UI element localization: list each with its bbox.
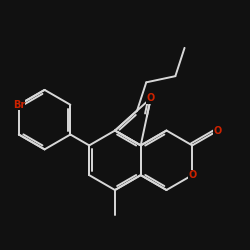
Text: Br: Br xyxy=(13,100,25,110)
Text: O: O xyxy=(146,93,155,103)
Text: O: O xyxy=(214,126,222,136)
Text: O: O xyxy=(188,170,196,180)
